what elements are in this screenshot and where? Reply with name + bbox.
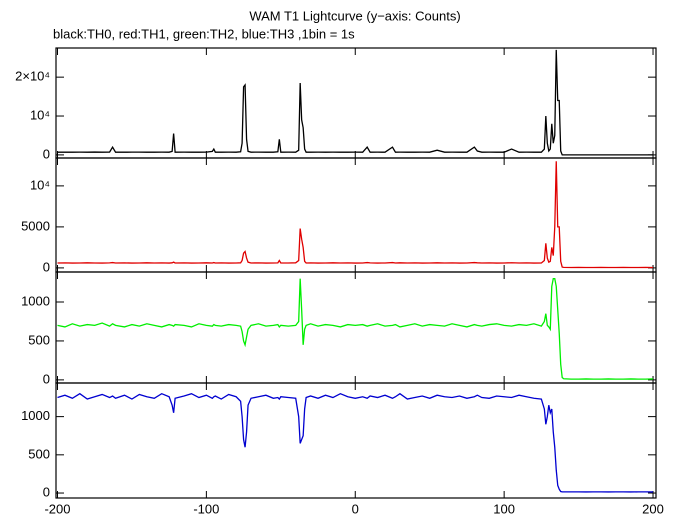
light-curve — [57, 161, 654, 269]
x-tick-label: 200 — [642, 501, 664, 515]
panel-frame — [55, 382, 657, 499]
y-tick-label: 500 — [28, 446, 50, 461]
light-curve — [57, 277, 654, 380]
x-tick-label: 0 — [352, 501, 359, 515]
panel-frame — [55, 47, 657, 159]
y-tick-label: 500 — [28, 332, 50, 347]
y-tick-label: 1000 — [21, 293, 50, 308]
x-tick-label: 100 — [493, 501, 515, 515]
y-tick-label: 0 — [43, 371, 50, 386]
y-tick-label: 0 — [43, 484, 50, 499]
light-curve — [57, 49, 654, 156]
x-tick-label: -200 — [44, 501, 70, 515]
y-tick-label: 0 — [43, 146, 50, 161]
y-tick-label: 2×10⁴ — [15, 69, 50, 84]
y-tick-label: 5000 — [21, 218, 50, 233]
chart-subtitle: black:TH0, red:TH1, green:TH2, blue:TH3 … — [53, 26, 355, 41]
x-tick-label: -100 — [193, 501, 219, 515]
chart-title: WAM T1 Lightcurve (y−axis: Counts) — [249, 8, 460, 23]
panel-frame — [55, 157, 657, 273]
y-tick-label: 10⁴ — [30, 107, 50, 122]
y-tick-label: 1000 — [21, 408, 50, 423]
light-curve — [57, 392, 654, 493]
y-tick-label: 0 — [43, 259, 50, 274]
y-tick-label: 10⁴ — [30, 177, 50, 192]
panel-frame — [55, 271, 657, 384]
